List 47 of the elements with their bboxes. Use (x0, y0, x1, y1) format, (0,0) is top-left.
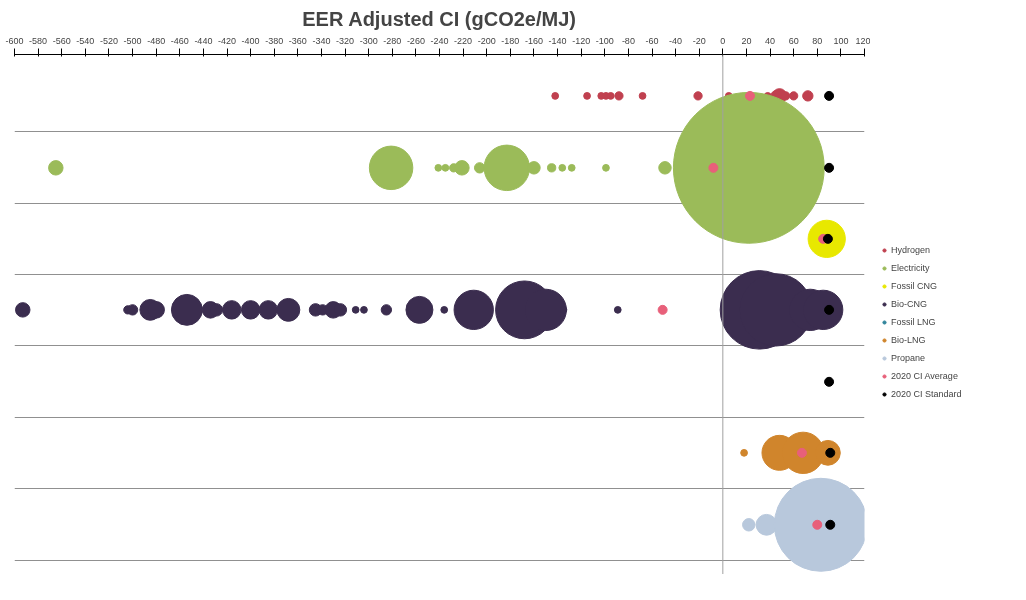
x-tick-label: -500 (123, 35, 142, 46)
legend-label: Fossil LNG (891, 317, 936, 327)
x-tick-label: -380 (265, 35, 284, 46)
x-tick-label: -480 (147, 35, 166, 46)
x-tick-label: -280 (383, 35, 402, 46)
x-tick-label: 20 (741, 35, 752, 46)
legend-label: Propane (891, 353, 926, 363)
x-tick-label: -580 (29, 35, 48, 46)
legend-label: Electricity (891, 263, 930, 273)
legend-label: Bio-LNG (891, 335, 926, 345)
legend-label: Bio-CNG (891, 299, 928, 309)
x-tick-label: 60 (788, 35, 799, 46)
x-tick-label: -180 (501, 35, 520, 46)
x-tick-label: -340 (312, 35, 331, 46)
x-tick-label: -80 (621, 35, 635, 46)
x-tick-label: 120 (855, 35, 871, 46)
x-tick-label: -160 (524, 35, 543, 46)
x-tick-label: -360 (288, 35, 307, 46)
x-tick-label: -520 (99, 35, 118, 46)
x-tick-label: 0 (720, 35, 726, 46)
chart-title: EER Adjusted CI (gCO2e/MJ) (302, 7, 576, 30)
x-tick-label: -540 (76, 35, 95, 46)
legend-label: Hydrogen (891, 245, 931, 255)
x-tick-label: 40 (765, 35, 776, 46)
x-tick-label: 80 (812, 35, 823, 46)
x-tick-label: -560 (52, 35, 71, 46)
x-tick-label: -120 (572, 35, 591, 46)
x-tick-label: -200 (477, 35, 496, 46)
x-tick-label: -460 (170, 35, 189, 46)
x-tick-label: -300 (359, 35, 378, 46)
x-tick-label: -320 (336, 35, 355, 46)
x-tick-label: -440 (194, 35, 213, 46)
x-tick-label: -140 (548, 35, 567, 46)
x-tick-label: -260 (406, 35, 425, 46)
x-tick-label: -240 (430, 35, 449, 46)
x-tick-label: -600 (5, 35, 24, 46)
x-tick-label: -20 (692, 35, 706, 46)
legend-label: Fossil CNG (891, 281, 938, 291)
x-tick-label: -220 (454, 35, 473, 46)
x-tick-label: 100 (833, 35, 849, 46)
legend-label: 2020 CI Average (891, 371, 958, 381)
x-tick-label: -100 (595, 35, 614, 46)
x-tick-label: -400 (241, 35, 260, 46)
legend-label: 2020 CI Standard (891, 389, 962, 399)
x-tick-label: -420 (217, 35, 237, 46)
x-tick-label: -40 (669, 35, 683, 46)
x-tick-label: -60 (645, 35, 659, 46)
